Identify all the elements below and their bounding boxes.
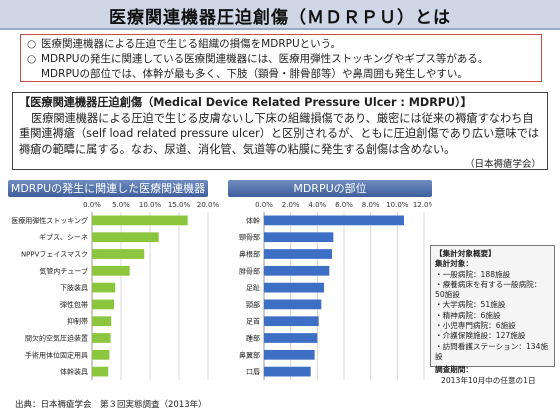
source-note: 出典：日本褥瘡学会 第３回実態調査（2013年） [15, 400, 207, 410]
bar [92, 232, 159, 243]
survey-item: ・大学病院：51施設 [435, 300, 506, 310]
survey-item: ・療養病床を有する一般病院：50施設 [435, 279, 542, 300]
bar [264, 316, 319, 327]
tick-label: 0.0% [255, 201, 273, 209]
category-label: 間欠的空気圧迫装置 [25, 334, 88, 343]
category-label: 気管内チューブ [39, 266, 88, 275]
survey-summary-box: 【集計対象概要】 集計対象： ・一般病院：188施設 ・療養病床を有する一般病院… [430, 245, 555, 385]
bar [264, 366, 311, 377]
category-label: 体幹 [246, 216, 260, 225]
bar [92, 265, 130, 276]
tick-label: 0.0% [83, 201, 101, 209]
bar [264, 282, 324, 293]
bar [264, 265, 330, 276]
category-label: 口唇 [246, 368, 260, 376]
category-label: 鼻翼部 [239, 350, 260, 359]
category-label: 鼻根部 [239, 250, 260, 259]
survey-heading: 【集計対象概要】 [435, 249, 496, 258]
category-label: 体幹装具 [60, 367, 88, 376]
survey-item: ・訪問看護ステーション：134施設 [435, 341, 549, 361]
category-label: 下肢装具 [60, 283, 88, 292]
category-label: 頸部 [246, 300, 260, 309]
section1-title: MDRPUの発生に関連した医療関連機器 [8, 180, 208, 197]
survey-period-label: 調査期間： [435, 365, 473, 375]
survey-item: ・一般病院：188施設 [435, 269, 511, 279]
category-label: 手術用体位固定用具 [25, 350, 88, 359]
category-label: 医療用弾性ストッキング [11, 216, 88, 225]
site-bar-chart: 0.0% 2.0% 4.0% 6.0% 8.0% 10.0% 12.0% 体幹頸骨部鼻根部腓骨… [239, 201, 432, 380]
bar [92, 249, 145, 259]
bar [92, 299, 115, 310]
bar [264, 333, 318, 343]
bar [92, 349, 110, 360]
summary-text: MDRPUの部位では、体幹が最も多く、下肢（頸骨・腓骨部等）や鼻周囲も発生しやす… [41, 68, 468, 80]
bar [264, 232, 334, 243]
bar [264, 215, 404, 226]
category-label: 足趾 [246, 283, 260, 292]
category-label: 抑制帯 [67, 317, 88, 326]
category-label: 弾性包帯 [60, 300, 88, 309]
bullet-mark: ○ [27, 38, 37, 50]
tick-label: 12.0% [413, 201, 432, 209]
page-title: 医療関連機器圧迫創傷（ＭＤＲＰＵ）とは [109, 8, 451, 28]
definition-box: 【医療関連機器圧迫創傷（Medical Device Related Press… [12, 92, 548, 170]
tick-label: 10.0% [139, 201, 162, 209]
tick-label: 15.0% [168, 201, 191, 209]
bar [264, 349, 315, 360]
category-label: ギプス、シーネ [39, 234, 88, 242]
bar [264, 249, 332, 259]
definition-source: （日本褥瘡学会） [464, 159, 541, 170]
category-label: 踵部 [246, 334, 260, 343]
device-bar-chart: 0.0% 5.0% 10.0% 15.0% 20.0% 医療用弾性ストッキングギプス、シー… [11, 201, 220, 380]
section2-title: MDRPUの部位 [228, 180, 432, 197]
category-label: NPPVフェイスマスク [21, 251, 88, 259]
tick-label: 6.0% [335, 201, 353, 209]
summary-box: ○ 医療関連機器による圧迫で生じる組織の損傷をMDRPUという。 ○ MDRPUの発… [20, 34, 542, 82]
summary-text: 医療関連機器による圧迫で生じる組織の損傷をMDRPUという。 [41, 38, 342, 50]
tick-label: 5.0% [112, 201, 130, 209]
category-label: 足首 [246, 317, 260, 326]
survey-item: ・精神病院：6施設 [435, 310, 501, 320]
survey-period: 2013年10月中の任意の1日 [441, 375, 536, 385]
bar [92, 215, 188, 226]
bar [264, 299, 322, 310]
summary-text: MDRPUの発生に関連している医療関連機器には、医療用弾性ストッキングやギプス等… [41, 53, 489, 65]
summary-bullet-1: ○ 医療関連機器による圧迫で生じる組織の損傷をMDRPUという。 [27, 37, 535, 52]
survey-count-label: 集計対象： [435, 259, 473, 269]
survey-item: ・小児専門病院：6施設 [435, 321, 516, 331]
tick-label: 2.0% [282, 201, 300, 209]
tick-label: 10.0% [386, 201, 409, 209]
category-label: 腓骨部 [239, 266, 260, 275]
tick-label: 4.0% [308, 201, 326, 209]
category-label: 頸骨部 [239, 233, 260, 242]
bar [92, 366, 109, 377]
summary-bullet-3: MDRPUの部位では、体幹が最も多く、下肢（頸骨・腓骨部等）や鼻周囲も発生しやす… [27, 67, 535, 82]
bar [92, 316, 112, 327]
summary-bullet-2: ○ MDRPUの発生に関連している医療関連機器には、医療用弾性ストッキングやギプス… [27, 52, 535, 67]
bar [92, 333, 111, 343]
definition-body: 医療関連機器による圧迫で生じる皮膚ないし下床の組織損傷であり、厳密には従来の褥瘡… [19, 111, 540, 156]
tick-label: 8.0% [362, 201, 380, 209]
definition-heading: 【医療関連機器圧迫創傷（Medical Device Related Press… [19, 96, 472, 109]
bullet-mark: ○ [27, 53, 37, 65]
bar [92, 282, 116, 293]
title-bar [0, 0, 560, 30]
tick-label: 20.0% [197, 201, 220, 209]
survey-item: ・介護保険施設：127施設 [435, 331, 526, 341]
